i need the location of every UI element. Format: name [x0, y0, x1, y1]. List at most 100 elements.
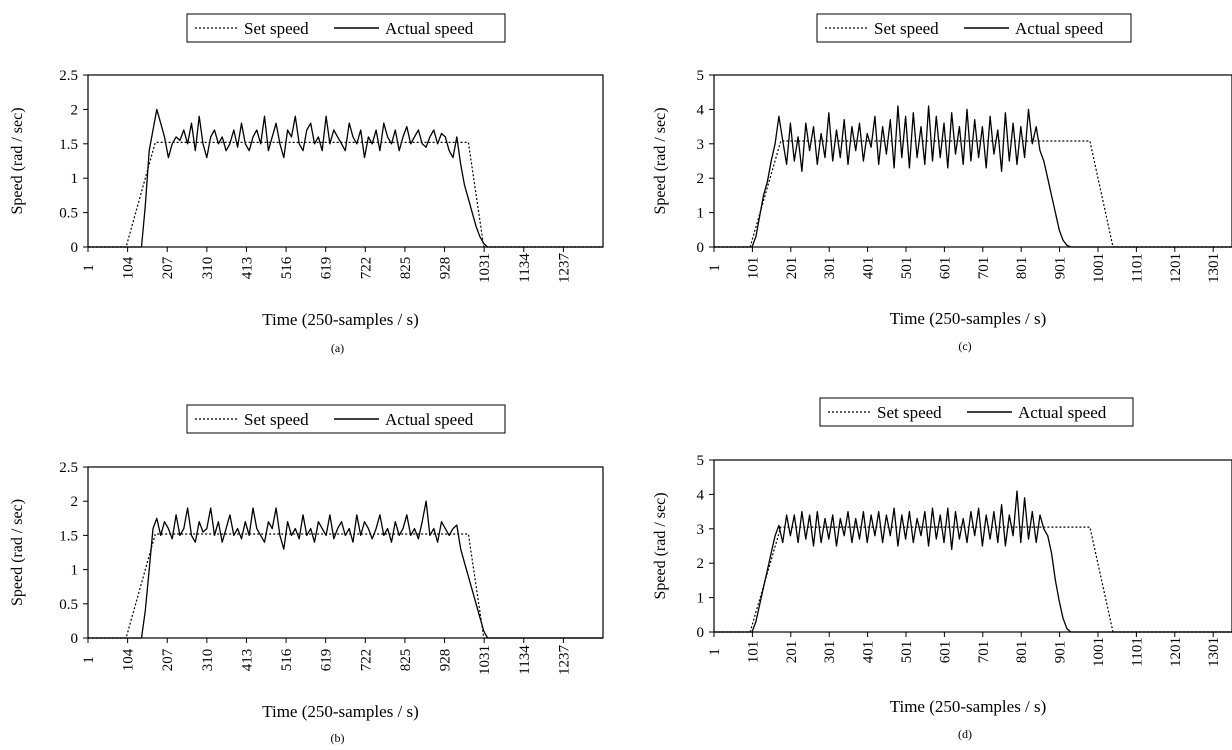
chart-c-x-tick-label: 901: [1053, 257, 1069, 280]
chart-c-x-tick-label: 1301: [1206, 253, 1222, 283]
chart-b-x-tick-label: 825: [398, 649, 414, 672]
chart-c-y-tick-label: 5: [697, 68, 705, 84]
chart-d-x-tick-label: 101: [745, 641, 761, 664]
chart-c-x-tick-label: 1001: [1091, 253, 1107, 283]
chart-d-x-tick-label: 801: [1014, 641, 1030, 664]
chart-a: 0 0.5 1 1.5 2 2.5 1 104 207 310 413 516 619 722 825 928…: [9, 13, 604, 355]
chart-a-legend: Set speed Actual speed: [186, 13, 506, 43]
chart-a-series-actual-speed: [88, 108, 603, 248]
chart-c-x-tick-label: 501: [899, 257, 915, 280]
chart-d-x-tick-label: 701: [976, 641, 992, 664]
chart-a-x-tick-label: 207: [160, 256, 176, 279]
chart-a-x-axis-label: Time (250-samples / s): [262, 310, 419, 329]
chart-c-y-tick-label: 4: [697, 102, 705, 118]
chart-a-x-tick-label: 1237: [556, 253, 572, 284]
chart-c-x-axis-label: Time (250-samples / s): [890, 309, 1047, 328]
chart-d-legend: Set speed Actual speed: [819, 397, 1134, 427]
chart-d-x-tick-label: 301: [822, 641, 838, 664]
chart-d-x-tick-label: 1001: [1091, 637, 1107, 667]
chart-a-y-tick-label: 1: [71, 171, 79, 187]
chart-c-x-tick-label: 701: [976, 257, 992, 280]
chart-a-y-axis-label: Speed (rad / sec): [9, 107, 26, 214]
chart-d-x-tick-label: 1101: [1129, 637, 1145, 666]
chart-c-y-tick-label: 0: [697, 240, 705, 256]
chart-d-x-tick-label: 901: [1053, 641, 1069, 664]
chart-a-legend-label-set-speed: Set speed: [244, 19, 309, 38]
chart-b-x-tick-label: 722: [358, 649, 374, 672]
chart-b-y-tick-label: 0.5: [59, 597, 78, 613]
chart-a-y-tick-label: 0.5: [59, 206, 78, 222]
chart-c-plot-frame: [713, 74, 1232, 248]
chart-b-legend-label-actual-speed: Actual speed: [385, 410, 474, 429]
chart-a-series-set-speed: [88, 141, 603, 248]
chart-c-x-tick-label: 401: [861, 257, 877, 280]
chart-c-y-tick-label: 2: [697, 171, 705, 187]
chart-b-x-tick-label: 1237: [556, 645, 572, 676]
chart-d-x-tick-label: 401: [861, 641, 877, 664]
chart-b-x-tick-label: 104: [121, 648, 137, 671]
chart-b-x-tick-label: 1: [81, 656, 97, 664]
chart-c-legend-label-actual-speed: Actual speed: [1015, 19, 1104, 38]
chart-b-y-tick-label: 2: [71, 494, 79, 510]
chart-c-x-tick-label: 1201: [1168, 253, 1184, 283]
chart-b-x-tick-label: 516: [279, 648, 295, 671]
chart-c-x-tick-label: 1: [707, 264, 723, 272]
chart-a-x-tick-label: 516: [279, 256, 295, 279]
chart-c-legend-label-set-speed: Set speed: [874, 19, 939, 38]
chart-a-x-tick-label: 825: [398, 257, 414, 280]
chart-d-x-tick-label: 601: [937, 641, 953, 664]
chart-c-legend: Set speed Actual speed: [816, 13, 1132, 43]
chart-d-x-tick-label: 201: [784, 641, 800, 664]
chart-d-legend-label-actual-speed: Actual speed: [1018, 403, 1107, 422]
chart-c-x-tick-label: 1101: [1129, 253, 1145, 282]
chart-b-x-tick-label: 1031: [477, 645, 493, 675]
chart-b-x-tick-label: 207: [160, 648, 176, 671]
chart-b-y-axis-label: Speed (rad / sec): [9, 499, 26, 606]
chart-c-x-tick-label: 301: [822, 257, 838, 280]
chart-c-y-axis-label: Speed (rad / sec): [652, 107, 669, 214]
chart-d-plot-frame: [713, 459, 1232, 633]
chart-a-y-tick-label: 2: [71, 102, 79, 118]
chart-b-x-tick-label: 619: [319, 649, 335, 672]
chart-b-x-tick-label: 310: [200, 649, 216, 672]
chart-b-y-tick-label: 0: [71, 631, 79, 647]
chart-b-plot-frame: [87, 466, 604, 639]
chart-d-x-tick-label: 501: [899, 641, 915, 664]
chart-a-x-tick-label: 619: [319, 257, 335, 280]
chart-c-x-tick-label: 101: [745, 257, 761, 280]
chart-b-series-actual-speed: [88, 500, 603, 639]
chart-c-x-tick-label: 801: [1014, 257, 1030, 280]
chart-b-series-set-speed: [88, 533, 603, 639]
chart-b: 0 0.5 1 1.5 2 2.5 1 104 207 310 413 516 619 722 825 928…: [9, 404, 604, 745]
chart-b-y-tick-label: 1.5: [59, 528, 78, 544]
chart-d-x-tick-label: 1201: [1168, 637, 1184, 667]
chart-d-series-actual-speed: [714, 490, 1232, 633]
chart-d-y-tick-label: 5: [697, 453, 705, 469]
chart-d-series-set-speed: [714, 526, 1232, 633]
chart-b-y-tick-label: 2.5: [59, 460, 78, 476]
chart-d-y-tick-label: 3: [697, 522, 705, 538]
chart-a-y-tick-label: 2.5: [59, 68, 78, 84]
chart-d-x-tick-label: 1301: [1206, 637, 1222, 667]
chart-a-x-tick-label: 413: [239, 257, 255, 280]
chart-a-caption: (a): [331, 341, 344, 355]
chart-d-x-tick-label: 1: [707, 648, 723, 656]
chart-b-legend: Set speed Actual speed: [186, 404, 506, 434]
chart-a-x-tick-label: 310: [200, 257, 216, 280]
chart-d-y-tick-label: 4: [697, 487, 705, 503]
chart-c-x-tick-label: 601: [937, 257, 953, 280]
chart-a-x-tick-label: 1031: [477, 253, 493, 283]
chart-b-y-tick-label: 1: [71, 563, 79, 579]
chart-b-legend-label-set-speed: Set speed: [244, 410, 309, 429]
chart-d-legend-label-set-speed: Set speed: [877, 403, 942, 422]
chart-a-x-tick-label: 104: [121, 256, 137, 279]
chart-a-x-tick-label: 1: [81, 264, 97, 272]
chart-a-legend-label-actual-speed: Actual speed: [385, 19, 474, 38]
chart-d-x-axis-label: Time (250-samples / s): [890, 697, 1047, 716]
chart-d-y-tick-label: 2: [697, 556, 705, 572]
chart-a-x-tick-label: 1134: [517, 253, 533, 283]
chart-a-x-tick-label: 722: [358, 257, 374, 280]
